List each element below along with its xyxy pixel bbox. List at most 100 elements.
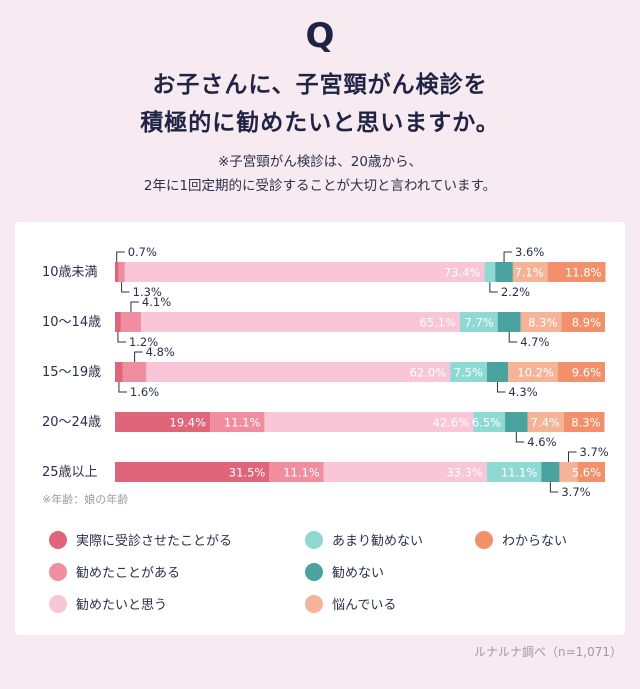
callout-label: 1.3% bbox=[133, 285, 162, 299]
bar-segment bbox=[459, 312, 498, 332]
data-label: 19.4% bbox=[170, 416, 207, 430]
source-note: ルナルナ調べ（n=1,071） bbox=[473, 645, 622, 659]
callout-label: 4.1% bbox=[142, 295, 171, 309]
bar-segment bbox=[210, 412, 265, 432]
legend-marker bbox=[305, 531, 323, 549]
data-label: 7.1% bbox=[514, 266, 543, 280]
data-label: 11.1% bbox=[283, 466, 320, 480]
data-label: 8.3% bbox=[571, 416, 600, 430]
callout-line bbox=[489, 282, 498, 293]
callout-line bbox=[130, 301, 139, 312]
data-label: 31.5% bbox=[229, 466, 266, 480]
bar-segment bbox=[512, 262, 548, 282]
category-label: 25歳以上 bbox=[42, 465, 98, 480]
legend-label: 勧めない bbox=[332, 565, 384, 581]
callout-label: 4.3% bbox=[508, 385, 537, 399]
bar-segment bbox=[484, 262, 496, 282]
callout-line bbox=[134, 351, 143, 362]
callout-label: 1.6% bbox=[130, 385, 159, 399]
title-line-2: 積極的に勧めたいと思いますか。 bbox=[140, 110, 500, 136]
bar-segment bbox=[323, 462, 487, 482]
bar-segment bbox=[557, 362, 605, 382]
legend-label: あまり勧めない bbox=[332, 533, 423, 549]
callout-label: 1.2% bbox=[129, 335, 158, 349]
legend-marker bbox=[475, 531, 493, 549]
legend-marker bbox=[49, 563, 67, 581]
bar-segment bbox=[450, 362, 487, 382]
legend-marker bbox=[49, 531, 67, 549]
category-label: 10歳未満 bbox=[42, 265, 98, 280]
legend-label: 悩んでいる bbox=[332, 598, 396, 613]
bar-segment bbox=[115, 462, 270, 482]
data-label: 11.1% bbox=[224, 416, 261, 430]
data-label: 8.3% bbox=[528, 316, 557, 330]
footnote: ※年齢：娘の年齢 bbox=[42, 492, 128, 506]
data-label: 9.6% bbox=[572, 366, 601, 380]
data-label: 10.2% bbox=[517, 366, 554, 380]
data-label: 42.6% bbox=[433, 416, 470, 430]
legend-marker bbox=[49, 595, 67, 613]
bar-segment bbox=[115, 312, 121, 332]
legend-label: 実際に受診させたことがる bbox=[76, 533, 232, 549]
data-label: 62.0% bbox=[410, 366, 447, 380]
callout-line bbox=[118, 382, 127, 393]
bar-segment bbox=[122, 362, 147, 382]
question-mark: Q bbox=[305, 16, 335, 56]
callout-label: 3.7% bbox=[579, 445, 608, 459]
bar-segment bbox=[495, 262, 513, 282]
bar-segment bbox=[507, 362, 558, 382]
bar-segment bbox=[115, 412, 211, 432]
bar-segment bbox=[559, 462, 578, 482]
legend-marker bbox=[305, 563, 323, 581]
bar-segment bbox=[264, 412, 474, 432]
bar-segment bbox=[486, 462, 542, 482]
bar-segment bbox=[118, 262, 125, 282]
data-label: 33.3% bbox=[446, 466, 483, 480]
callout-label: 4.7% bbox=[520, 335, 549, 349]
note: ※子宮頸がん検診は、20歳から、 2年に1回定期的に受診することが大切と言われて… bbox=[0, 150, 640, 198]
bar-segment bbox=[577, 462, 605, 482]
callout-line bbox=[508, 332, 518, 343]
bar-segment bbox=[563, 412, 605, 432]
data-label: 5.6% bbox=[572, 466, 601, 480]
bar-segment bbox=[547, 262, 606, 282]
data-label: 11.8% bbox=[565, 266, 602, 280]
note-line-2: 2年に1回定期的に受診することが大切と言われています。 bbox=[143, 178, 497, 194]
legend-marker bbox=[305, 595, 323, 613]
bar-segment bbox=[505, 412, 528, 432]
title-line-1: お子さんに、子宮頸がん検診を bbox=[152, 72, 488, 98]
callout-label: 2.2% bbox=[501, 285, 530, 299]
note-line-1: ※子宮頸がん検診は、20歳から、 bbox=[218, 154, 422, 170]
callout-line bbox=[121, 282, 130, 293]
data-label: 11.1% bbox=[501, 466, 538, 480]
data-label: 7.7% bbox=[464, 316, 493, 330]
callout-label: 4.6% bbox=[527, 435, 556, 449]
callout-line bbox=[549, 482, 559, 493]
callout-line bbox=[116, 251, 125, 262]
callout-line bbox=[567, 451, 577, 462]
callout-line bbox=[515, 432, 525, 443]
data-label: 8.9% bbox=[572, 316, 601, 330]
bar-segment bbox=[561, 312, 605, 332]
bar-segment bbox=[486, 362, 508, 382]
callout-line bbox=[503, 251, 513, 262]
bar-segment bbox=[269, 462, 324, 482]
bar-segment bbox=[140, 312, 460, 332]
callout-label: 3.7% bbox=[561, 485, 590, 499]
legend-label: わからない bbox=[502, 534, 567, 549]
page-title: お子さんに、子宮頸がん検診を 積極的に勧めたいと思いますか。 bbox=[0, 66, 640, 142]
bar-segment bbox=[146, 362, 451, 382]
callout-line bbox=[496, 382, 506, 393]
legend-label: 勧めたことがある bbox=[76, 565, 180, 581]
legend-label: 勧めたいと思う bbox=[76, 597, 167, 613]
data-label: 7.4% bbox=[531, 416, 560, 430]
category-label: 10〜14歳 bbox=[42, 315, 101, 330]
data-label: 6.5% bbox=[472, 416, 501, 430]
data-label: 65.1% bbox=[419, 316, 456, 330]
bar-segment bbox=[520, 312, 562, 332]
category-label: 20〜24歳 bbox=[42, 415, 101, 430]
callout-line bbox=[117, 332, 126, 343]
callout-label: 4.8% bbox=[146, 345, 175, 359]
bar-segment bbox=[541, 462, 560, 482]
